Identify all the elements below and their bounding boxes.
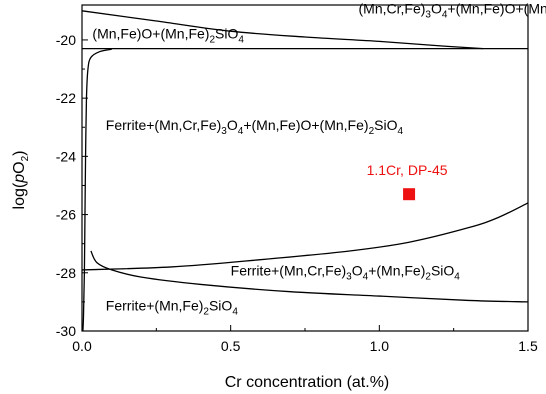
y-axis-title-suffix: ) — [11, 151, 28, 156]
x-tick-label: 0.0 — [72, 338, 92, 354]
y-axis-title-prefix: log( — [11, 182, 28, 209]
axis-ticks: 0.0 0.5 1.0 1.5 -20 -22 -24 -26 -28 -30 — [56, 32, 538, 354]
y-tick-label: -26 — [56, 207, 76, 223]
y-axis-title-italic: p — [11, 174, 28, 184]
plot-frame — [81, 4, 529, 332]
x-tick-label: 0.5 — [221, 338, 241, 354]
y-axis-title-main: O — [11, 161, 28, 173]
phase-boundary-line-4 — [81, 202, 529, 271]
data-marker-label: 1.1Cr, DP-45 — [367, 162, 448, 178]
data-marker-square — [403, 188, 416, 201]
y-axis-title-subscript: 2 — [20, 155, 31, 161]
phase-region-label-5: Ferrite+(Mn,Fe)2SiO4 — [106, 298, 239, 318]
y-tick-label: -20 — [56, 32, 76, 48]
y-tick-label: -24 — [56, 148, 76, 164]
phase-region-label-1: (Mn,Cr,Fe)3O4+(Mn,Fe)O+(Mn,Fe)2SiO4 — [359, 1, 546, 21]
phase-region-label-2: (Mn,Fe)O+(Mn,Fe)2SiO4 — [92, 25, 244, 45]
y-tick-label: -28 — [56, 265, 76, 281]
phase-boundary-line-5 — [90, 250, 529, 303]
x-axis-title: Cr concentration (at.%) — [225, 374, 390, 391]
phase-boundary-curves — [81, 10, 529, 332]
phase-boundary-line-1 — [81, 10, 484, 50]
data-marker-group: 1.1Cr, DP-45 — [367, 162, 448, 201]
phase-region-labels: (Mn,Cr,Fe)3O4+(Mn,Fe)O+(Mn,Fe)2SiO4 (Mn,F… — [92, 1, 546, 318]
phase-boundary-line-3 — [82, 48, 112, 332]
y-axis-title: log(pO2) — [11, 151, 31, 210]
y-tick-label: -30 — [56, 323, 76, 339]
x-tick-label: 1.0 — [370, 338, 390, 354]
phase-region-label-4: Ferrite+(Mn,Cr,Fe)3O4+(Mn,Fe)2SiO4 — [231, 263, 461, 283]
x-tick-label: 1.5 — [518, 338, 538, 354]
phase-region-label-3: Ferrite+(Mn,Cr,Fe)3O4+(Mn,Fe)O+(Mn,Fe)2S… — [106, 117, 404, 137]
y-tick-label: -22 — [56, 90, 76, 106]
